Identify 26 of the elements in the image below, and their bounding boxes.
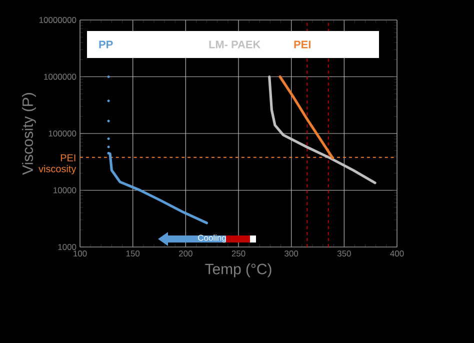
y-tick-label: 10000000 (39, 17, 76, 23)
text: LM- PAEK (209, 40, 261, 48)
annotation: Cooling (198, 234, 226, 242)
text: PP (99, 40, 113, 48)
x-tick-label: 100 (74, 250, 87, 257)
x-tick-label: 200 (179, 250, 192, 257)
line-series (107, 152, 208, 224)
text: PEI (294, 40, 310, 48)
point (107, 120, 110, 122)
point (107, 137, 110, 140)
point (107, 75, 110, 78)
y-tick-label: 1000000 (44, 74, 76, 80)
point (107, 100, 110, 102)
y-axis-title: Viscosity (P) (22, 93, 36, 175)
x-axis-title: Temp (°C) (205, 263, 272, 278)
ref-line-label: PEI viscosity (38, 154, 76, 174)
point (107, 146, 110, 148)
y-tick-label: 10000 (54, 187, 76, 194)
line-series (268, 75, 376, 184)
x-tick-label: 400 (390, 250, 404, 257)
x-tick-label: 150 (126, 250, 140, 257)
x-tick-label: 250 (232, 250, 246, 257)
x-tick-label: 300 (284, 250, 298, 257)
y-tick-label: 1000 (58, 244, 76, 250)
y-tick-label: 100000 (48, 130, 76, 136)
x-tick-label: 350 (337, 250, 351, 257)
